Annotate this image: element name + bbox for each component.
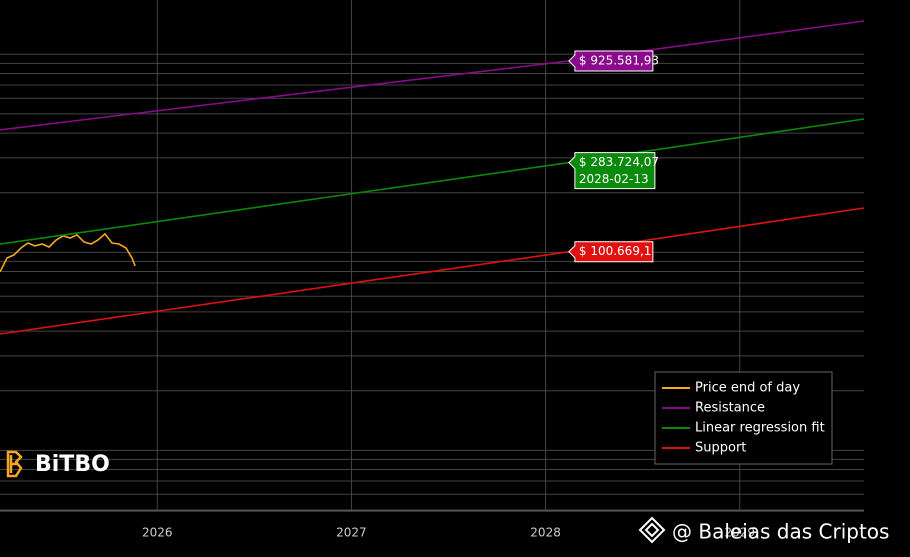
legend-label: Support <box>695 441 746 456</box>
legend: Price end of day Resistance Linear regress… <box>654 371 833 465</box>
tooltip: $ 925.581,93 <box>568 50 659 72</box>
x-tick-label: 2028 <box>530 526 561 540</box>
watermark: @ Baleias das Criptos <box>638 516 889 544</box>
tooltips: $ 925.581,93 $ 283.724,07 2028-02-13 $ 100.… <box>568 50 659 263</box>
tooltip: $ 100.669,1 <box>568 241 654 263</box>
tooltip-box <box>568 152 656 190</box>
legend-label: Price end of day <box>695 381 800 396</box>
tooltip-box <box>568 50 654 72</box>
tooltip-value: $ 283.724,07 <box>579 155 659 169</box>
logo-icon <box>6 450 23 478</box>
x-tick-label: 2029 <box>724 526 755 540</box>
x-tick-label: 2026 <box>142 526 173 540</box>
tooltip-date: 2028-02-13 <box>579 172 649 186</box>
watermark-text: @ Baleias das Criptos <box>672 520 889 544</box>
logo-text: BiTBO <box>35 452 110 477</box>
x-tick-label: 2027 <box>336 526 367 540</box>
tooltip-box <box>568 241 654 263</box>
watermark-icon <box>638 516 666 544</box>
legend-label: Linear regression fit <box>695 421 825 436</box>
series-line <box>0 232 136 273</box>
tooltip-value: $ 925.581,93 <box>579 53 659 67</box>
tooltip: $ 283.724,07 2028-02-13 <box>568 152 659 190</box>
tooltip-value: $ 100.669,1 <box>579 244 652 258</box>
logo: BiTBO <box>6 450 110 478</box>
legend-label: Resistance <box>695 401 765 416</box>
